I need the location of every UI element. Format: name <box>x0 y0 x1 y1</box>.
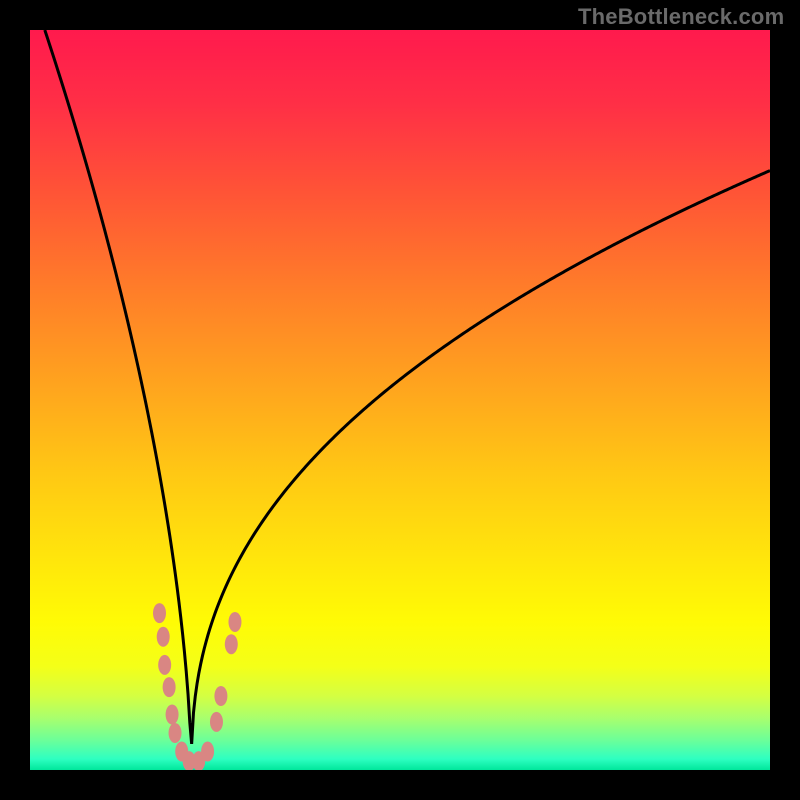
gradient-plot-background <box>30 30 770 770</box>
data-point <box>201 742 214 762</box>
frame-border-left <box>0 0 30 800</box>
data-point <box>166 705 179 725</box>
data-point <box>228 612 241 632</box>
data-point <box>214 686 227 706</box>
chart-outer-frame: TheBottleneck.com <box>0 0 800 800</box>
data-point <box>163 677 176 697</box>
data-point <box>157 627 170 647</box>
frame-border-bottom <box>0 770 800 800</box>
data-point <box>210 712 223 732</box>
data-point <box>169 723 182 743</box>
data-point <box>225 634 238 654</box>
frame-border-right <box>770 0 800 800</box>
data-point <box>153 603 166 623</box>
data-point <box>158 655 171 675</box>
watermark-text: TheBottleneck.com <box>578 4 784 30</box>
chart-svg <box>0 0 800 800</box>
